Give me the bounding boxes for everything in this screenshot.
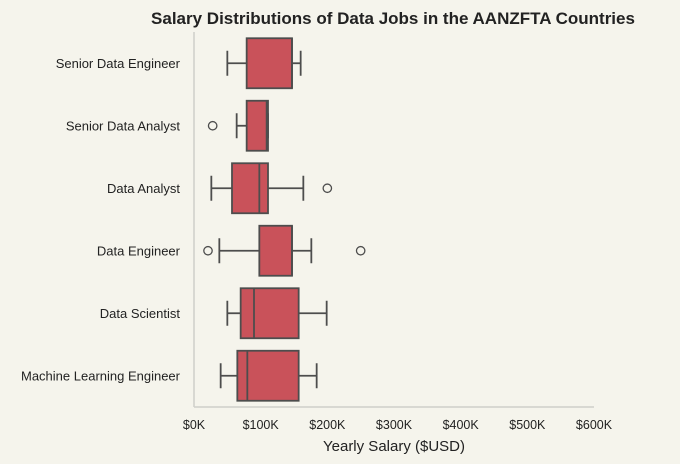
- x-tick-label: $200K: [309, 418, 346, 432]
- x-axis-ticks: $0K $100K $200K $300K $400K $500K $600K: [183, 418, 613, 432]
- box-group: [219, 349, 318, 402]
- outlier-point: [355, 245, 366, 256]
- box-group: [226, 287, 328, 340]
- category-label: Senior Data Analyst: [66, 118, 181, 133]
- x-tick-label: $300K: [376, 418, 413, 432]
- x-tick-label: $500K: [509, 418, 546, 432]
- y-axis-categories: Senior Data Engineer Senior Data Analyst D…: [21, 56, 181, 384]
- category-label: Data Engineer: [97, 243, 181, 258]
- x-tick-label: $0K: [183, 418, 206, 432]
- iqr-box: [258, 224, 293, 277]
- chart-title: Salary Distributions of Data Jobs in the…: [151, 9, 635, 28]
- box-group: [226, 37, 302, 90]
- outlier-point: [322, 183, 333, 194]
- iqr-box: [239, 287, 300, 340]
- box-group: [203, 224, 366, 277]
- x-tick-label: $600K: [576, 418, 613, 432]
- iqr-box: [245, 37, 293, 90]
- x-tick-label: $400K: [443, 418, 480, 432]
- iqr-box: [245, 99, 269, 152]
- box-group: [207, 99, 269, 152]
- x-axis-label: Yearly Salary ($USD): [323, 438, 465, 455]
- outlier-point: [203, 245, 213, 256]
- plot-area: [203, 37, 366, 402]
- iqr-box: [231, 162, 269, 215]
- category-label: Data Scientist: [100, 306, 181, 321]
- x-tick-label: $100K: [243, 418, 280, 432]
- box-group: [210, 162, 333, 215]
- category-label: Machine Learning Engineer: [21, 368, 181, 383]
- category-label: Data Analyst: [107, 181, 180, 196]
- outlier-point: [207, 120, 218, 131]
- category-label: Senior Data Engineer: [56, 56, 181, 71]
